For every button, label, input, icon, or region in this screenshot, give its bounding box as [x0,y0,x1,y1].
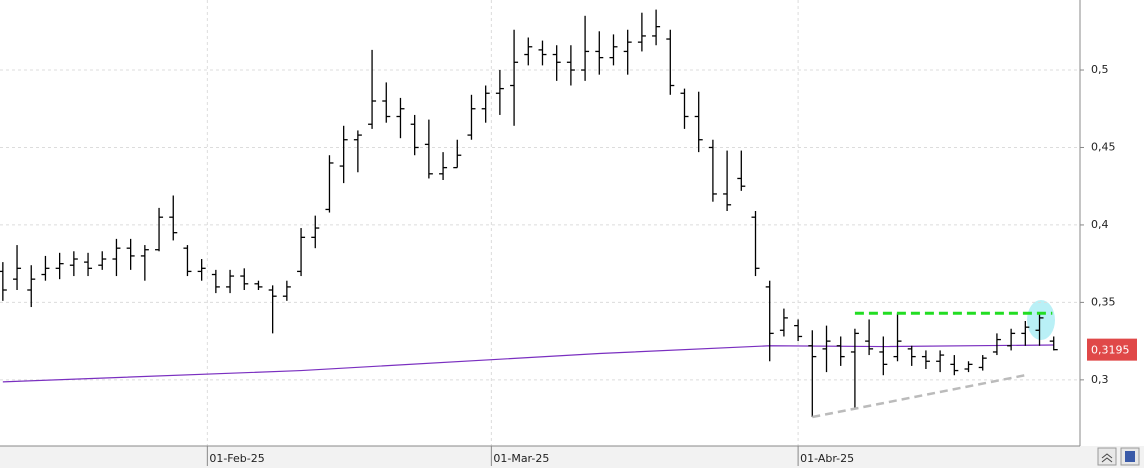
last-price-label: 0,3195 [1091,344,1130,357]
x-tick-label: 01-Abr-25 [800,452,854,465]
scroll-button[interactable] [1097,447,1117,466]
save-icon [1125,451,1135,462]
x-tick-label: 01-Mar-25 [493,452,549,465]
last-price-box [1087,338,1137,361]
plot [0,9,1058,419]
axes: 0,3 0,35 0,4 0,45 0,5 01-Feb-25 01-Mar-25 01-Ab… [206,63,1137,466]
y-tick-label: 0,3 [1091,373,1109,386]
grid [0,0,1080,446]
scroll-icon [1101,453,1113,463]
highlight [1027,300,1055,340]
y-tick-label: 0,45 [1091,140,1116,153]
y-tick-label: 0,4 [1091,218,1109,231]
x-tick-label: 01-Feb-25 [209,452,264,465]
y-tick-label: 0,35 [1091,295,1116,308]
annotation-line [812,373,1026,419]
y-tick-label: 0,5 [1091,63,1109,76]
x-axis-strip [0,446,1144,468]
